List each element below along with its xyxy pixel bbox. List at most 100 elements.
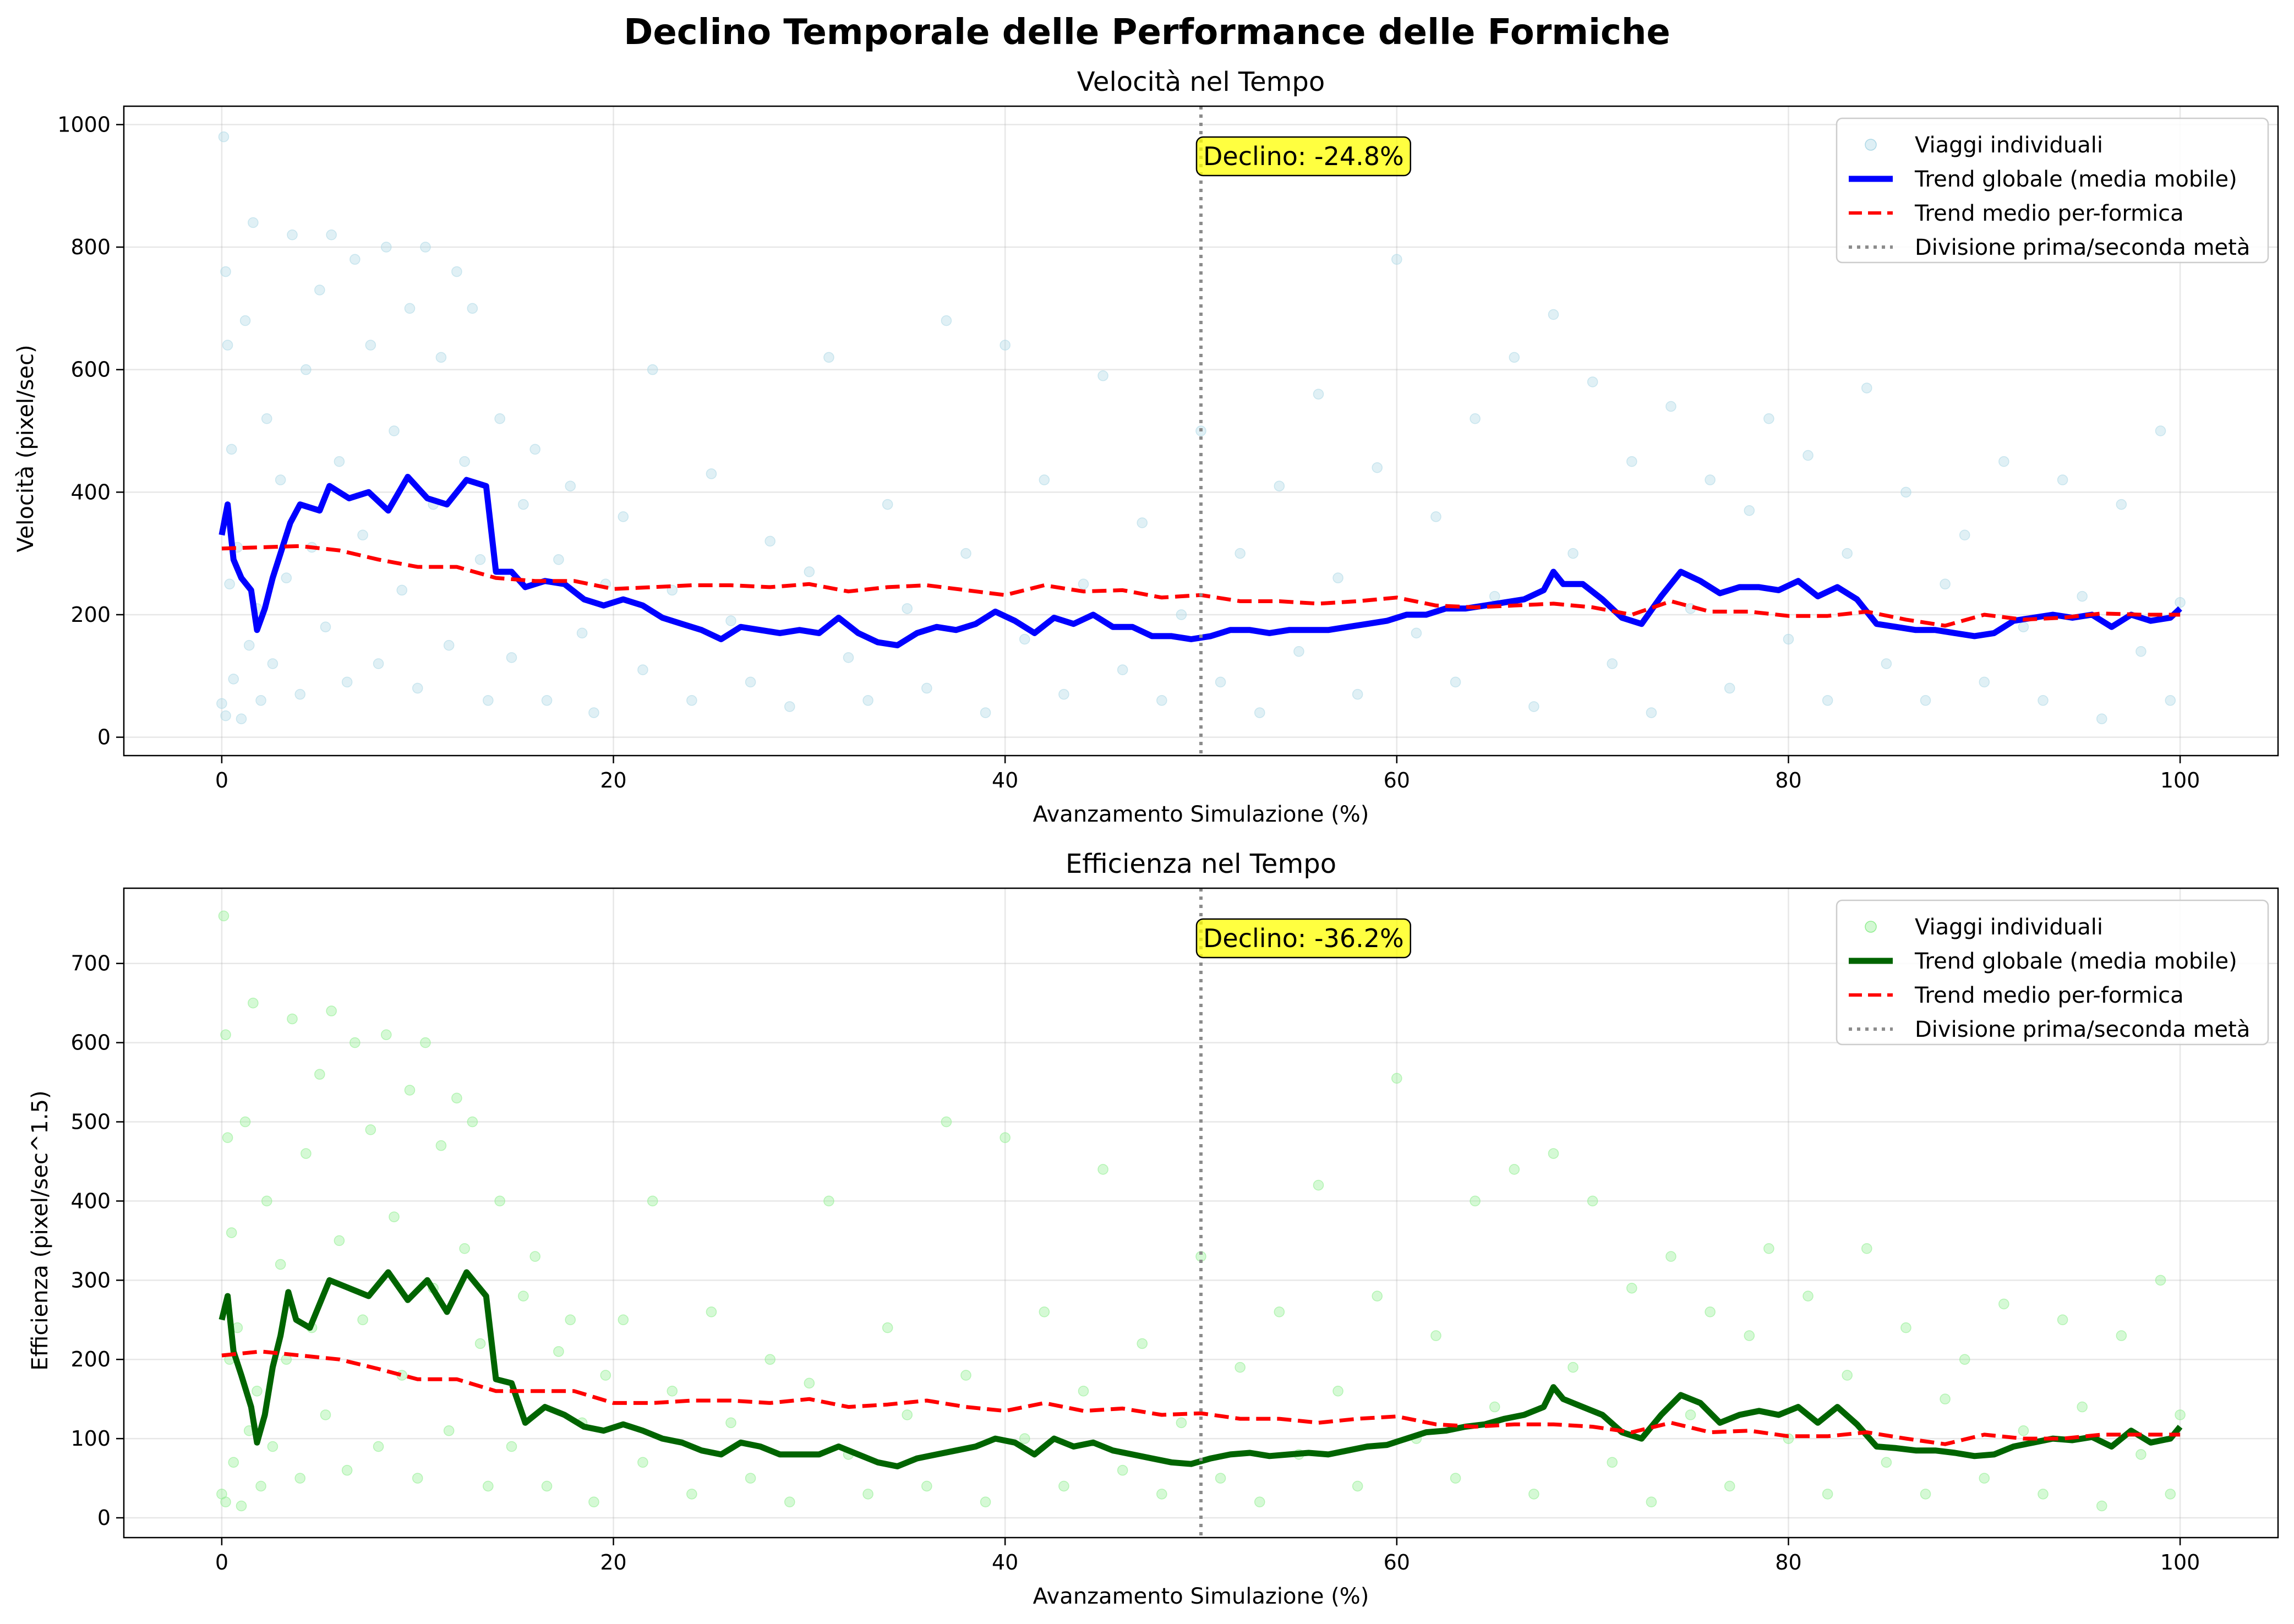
efficiency-scatter-point bbox=[518, 1291, 529, 1302]
efficiency-xtick-label: 100 bbox=[2160, 1550, 2200, 1574]
velocity-ylabel: Velocità (pixel/sec) bbox=[13, 345, 39, 552]
velocity-scatter-point bbox=[1411, 627, 1422, 639]
efficiency-scatter-point bbox=[220, 1496, 231, 1507]
velocity-scatter-point bbox=[2155, 425, 2166, 436]
velocity-scatter-point bbox=[216, 698, 227, 709]
velocity-annotation: Declino: -24.8% bbox=[1195, 136, 1411, 177]
velocity-scatter-point bbox=[381, 242, 392, 253]
efficiency-scatter-point bbox=[474, 1338, 486, 1349]
velocity-scatter-point bbox=[647, 364, 658, 375]
velocity-scatter-point bbox=[1019, 633, 1030, 645]
efficiency-scatter-point bbox=[2165, 1489, 2176, 1500]
velocity-scatter-point bbox=[1372, 462, 1383, 473]
velocity-legend-box bbox=[1836, 117, 2269, 264]
efficiency-scatter-point bbox=[1763, 1243, 1774, 1254]
efficiency-xtick-label: 0 bbox=[215, 1550, 228, 1574]
efficiency-scatter-point bbox=[1959, 1354, 1970, 1365]
efficiency-scatter-point bbox=[2018, 1425, 2029, 1436]
efficiency-scatter-point bbox=[220, 1029, 231, 1040]
velocity-axes-frame bbox=[123, 105, 2279, 757]
velocity-scatter-point bbox=[1626, 456, 1637, 467]
efficiency-scatter-point bbox=[365, 1124, 376, 1135]
efficiency-scatter-point bbox=[1567, 1361, 1579, 1373]
efficiency-scatter-point bbox=[2096, 1500, 2107, 1512]
velocity-scatter-point bbox=[326, 229, 337, 240]
efficiency-scatter-point bbox=[2077, 1401, 2088, 1413]
efficiency-scatter-point bbox=[373, 1441, 384, 1452]
efficiency-scatter-point bbox=[541, 1480, 553, 1492]
velocity-scatter-point bbox=[222, 340, 233, 351]
velocity-scatter-point bbox=[459, 456, 470, 467]
efficiency-scatter-point bbox=[506, 1441, 517, 1452]
efficiency-scatter-point bbox=[960, 1370, 971, 1381]
velocity-scatter-point bbox=[862, 695, 873, 706]
efficiency-scatter-point bbox=[412, 1473, 423, 1484]
figure-title: Declino Temporale delle Performance dell… bbox=[624, 12, 1670, 53]
efficiency-scatter-point bbox=[389, 1211, 400, 1222]
velocity-scatter-point bbox=[1352, 688, 1363, 700]
velocity-scatter-point bbox=[281, 572, 292, 583]
efficiency-scatter-point bbox=[1744, 1330, 1755, 1341]
efficiency-scatter-point bbox=[248, 997, 259, 1009]
efficiency-legend-marker bbox=[1865, 921, 1877, 933]
efficiency-scatter-point bbox=[882, 1322, 893, 1333]
efficiency-scatter-point bbox=[2175, 1409, 2186, 1420]
velocity-scatter-point bbox=[2018, 621, 2029, 632]
efficiency-xtick-label: 80 bbox=[1775, 1550, 1801, 1574]
efficiency-scatter-point bbox=[349, 1037, 361, 1048]
efficiency-scatter-point bbox=[236, 1500, 247, 1512]
velocity-scatter-point bbox=[1705, 474, 1716, 485]
efficiency-scatter-point bbox=[1861, 1243, 1872, 1254]
velocity-scatter-point bbox=[224, 578, 235, 590]
efficiency-scatter-point bbox=[218, 910, 230, 922]
efficiency-scatter-point bbox=[1881, 1457, 1892, 1468]
efficiency-ytick-label: 200 bbox=[70, 1347, 111, 1371]
efficiency-annotation-label: Declino: -36.2% bbox=[1203, 923, 1404, 953]
velocity-scatter-point bbox=[1215, 676, 1226, 688]
efficiency-per-ant-trend-line bbox=[221, 1349, 2181, 1446]
velocity-scatter-point bbox=[706, 468, 717, 479]
velocity-scatter-point bbox=[1842, 548, 1853, 559]
efficiency-scatter-point bbox=[1313, 1179, 1324, 1191]
efficiency-scatter-point bbox=[1372, 1291, 1383, 1302]
efficiency-scatter-point bbox=[1117, 1464, 1128, 1476]
efficiency-scatter-point bbox=[255, 1480, 266, 1492]
efficiency-legend-label: Trend globale (media mobile) bbox=[1914, 949, 2237, 974]
efficiency-scatter-point bbox=[1646, 1496, 1657, 1507]
velocity-scatter-point bbox=[1313, 389, 1324, 400]
velocity-scatter-point bbox=[1156, 695, 1167, 706]
efficiency-legend-label: Divisione prima/seconda metà bbox=[1915, 1017, 2250, 1042]
velocity-legend-label: Divisione prima/seconda metà bbox=[1915, 235, 2250, 260]
efficiency-ytick-label: 400 bbox=[70, 1189, 111, 1213]
velocity-scatter-point bbox=[1235, 548, 1246, 559]
velocity-scatter-point bbox=[1078, 578, 1089, 590]
efficiency-scatter-point bbox=[1724, 1480, 1735, 1492]
velocity-scatter-point bbox=[686, 695, 697, 706]
velocity-scatter-point bbox=[565, 480, 576, 491]
velocity-scatter-point bbox=[1587, 376, 1598, 387]
efficiency-scatter-point bbox=[2155, 1275, 2166, 1286]
velocity-scatter-point bbox=[1254, 707, 1265, 718]
velocity-scatter-point bbox=[467, 303, 478, 314]
efficiency-scatter-point bbox=[1235, 1361, 1246, 1373]
efficiency-scatter-point bbox=[451, 1092, 462, 1104]
velocity-scatter-point bbox=[1058, 688, 1069, 700]
velocity-scatter-point bbox=[236, 713, 247, 724]
efficiency-scatter-point bbox=[239, 1116, 251, 1128]
efficiency-ytick-label: 0 bbox=[97, 1506, 111, 1530]
efficiency-scatter-point bbox=[1685, 1409, 1696, 1420]
efficiency-scatter-point bbox=[565, 1314, 576, 1326]
efficiency-scatter-point bbox=[1176, 1417, 1187, 1429]
velocity-scatter-point bbox=[921, 682, 932, 694]
velocity-scatter-point bbox=[365, 340, 376, 351]
efficiency-scatter-point bbox=[823, 1195, 834, 1207]
velocity-ytick-label: 800 bbox=[70, 235, 111, 259]
velocity-scatter-point bbox=[1665, 401, 1676, 412]
efficiency-ytick-label: 100 bbox=[70, 1426, 111, 1451]
velocity-scatter-point bbox=[804, 566, 815, 577]
velocity-title: Velocità nel Tempo bbox=[1077, 67, 1325, 97]
efficiency-scatter-point bbox=[764, 1354, 775, 1365]
efficiency-panel: Efficienza nel Tempo Avanzamento Simulaz… bbox=[28, 849, 2279, 1609]
velocity-scatter-point bbox=[404, 303, 416, 314]
efficiency-scatter-point bbox=[275, 1259, 286, 1270]
